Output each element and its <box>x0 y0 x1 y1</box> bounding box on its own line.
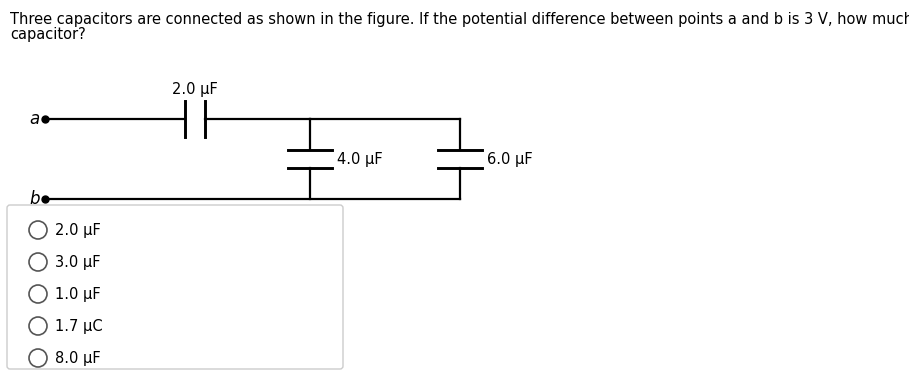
Text: a: a <box>30 110 40 128</box>
FancyBboxPatch shape <box>7 205 343 369</box>
Circle shape <box>29 317 47 335</box>
Text: 3.0 μF: 3.0 μF <box>55 254 101 270</box>
Text: 4.0 μF: 4.0 μF <box>337 151 383 166</box>
Text: Three capacitors are connected as shown in the figure. If the potential differen: Three capacitors are connected as shown … <box>10 12 909 27</box>
Text: capacitor?: capacitor? <box>10 27 85 42</box>
Circle shape <box>29 349 47 367</box>
Circle shape <box>29 253 47 271</box>
Text: 8.0 μF: 8.0 μF <box>55 350 101 365</box>
Circle shape <box>29 285 47 303</box>
Text: 2.0 μF: 2.0 μF <box>55 223 101 237</box>
Text: 2.0 μF: 2.0 μF <box>172 82 218 97</box>
Text: 1.7 μC: 1.7 μC <box>55 319 103 334</box>
Circle shape <box>29 221 47 239</box>
Text: 1.0 μF: 1.0 μF <box>55 286 101 301</box>
Text: 6.0 μF: 6.0 μF <box>487 151 533 166</box>
Text: b: b <box>29 190 40 208</box>
